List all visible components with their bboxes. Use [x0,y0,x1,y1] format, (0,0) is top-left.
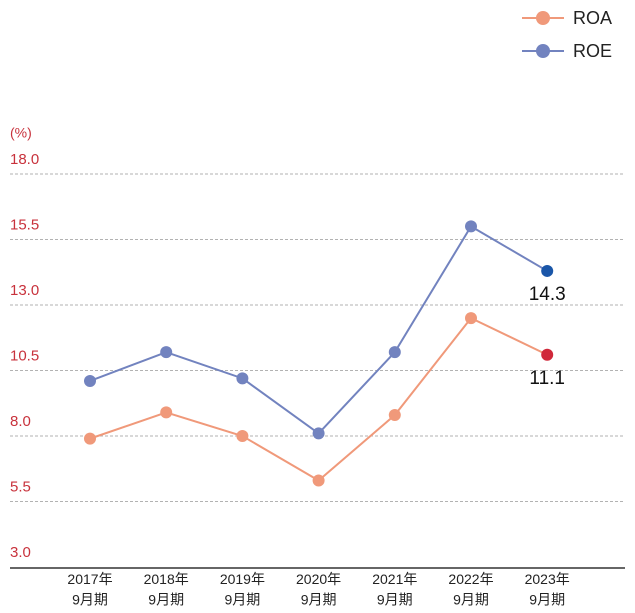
data-point [388,409,401,422]
data-point [312,427,325,440]
data-label: 14.3 [529,284,566,305]
data-point [465,220,477,233]
data-point [312,474,325,487]
y-tick-label: 8.0 [10,413,31,430]
y-tick-label: 15.5 [10,216,39,233]
y-tick-label: 10.5 [10,347,39,364]
data-point [84,432,96,445]
x-tick-label: 2020年 9月期 [296,571,341,607]
x-tick-label: 2021年 9月期 [372,571,417,607]
y-tick-label: 13.0 [10,282,39,299]
data-point [84,374,96,387]
y-tick-label: 18.0 [10,151,39,168]
data-point [541,264,554,277]
series-line [89,316,548,482]
legend-marker [536,44,550,58]
data-point [541,348,554,361]
series-line [89,225,548,435]
legend-marker [536,11,550,25]
data-point [236,430,249,442]
legend-label: ROA [573,8,612,28]
data-label: 11.1 [529,368,565,389]
y-axis-label: (%) [10,125,32,141]
x-tick-label: 2022年 9月期 [448,571,493,607]
y-tick-label: 5.5 [10,478,31,495]
data-point [465,312,477,325]
data-point [388,346,401,359]
x-tick-label: 2019年 9月期 [220,571,265,607]
legend-label: ROE [573,41,612,61]
y-tick-label: 3.0 [10,544,31,561]
x-tick-label: 2018年 9月期 [144,571,189,607]
data-point [160,346,173,359]
x-tick-label: 2023年 9月期 [525,571,570,607]
data-point [236,372,249,385]
data-point [160,406,173,419]
x-tick-label: 2017年 9月期 [67,571,112,607]
